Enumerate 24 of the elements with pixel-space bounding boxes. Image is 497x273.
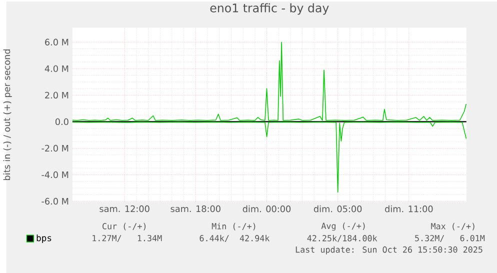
text: 1.27M/ 1.34M <box>92 234 162 242</box>
legend-label: bps <box>36 234 52 244</box>
chart-title: eno1 traffic - by day <box>210 3 329 15</box>
y-tick-label: 6.0 M <box>45 38 68 46</box>
x-tick-label: dim. 00:00 <box>242 205 291 212</box>
y-tick-label: 4.0 M <box>44 65 68 72</box>
x-tick-label: dim. 11:00 <box>385 205 433 212</box>
x-tick-label: sam. 12:00 <box>100 205 150 212</box>
y-tick-label: -6.0 M <box>42 198 68 205</box>
text: 42.25k/184.00k <box>307 234 378 242</box>
text: Last update: Sun Oct 26 15:50:30 2025 <box>296 246 482 254</box>
text: 5.32M/ 6.01M <box>415 234 485 242</box>
text: Min (-/+) <box>212 222 256 230</box>
y-tick-label: -4.0 M <box>42 171 68 178</box>
text: Max (-/+) <box>431 222 474 230</box>
x-tick-label: dim. 05:00 <box>314 205 362 212</box>
text: 6.44k/ 42.94k <box>200 234 270 242</box>
y-tick-label: -2.0 M <box>42 144 68 152</box>
text: Cur (-/+) <box>102 222 146 230</box>
y-tick-label: 2.0 M <box>45 92 68 99</box>
text: Avg (-/+) <box>321 222 365 231</box>
y-axis-title: bits in (-) / out (+) per second <box>3 49 12 180</box>
x-tick-label: sam. 18:00 <box>170 205 220 212</box>
y-tick-label: 0.0 <box>55 118 68 126</box>
